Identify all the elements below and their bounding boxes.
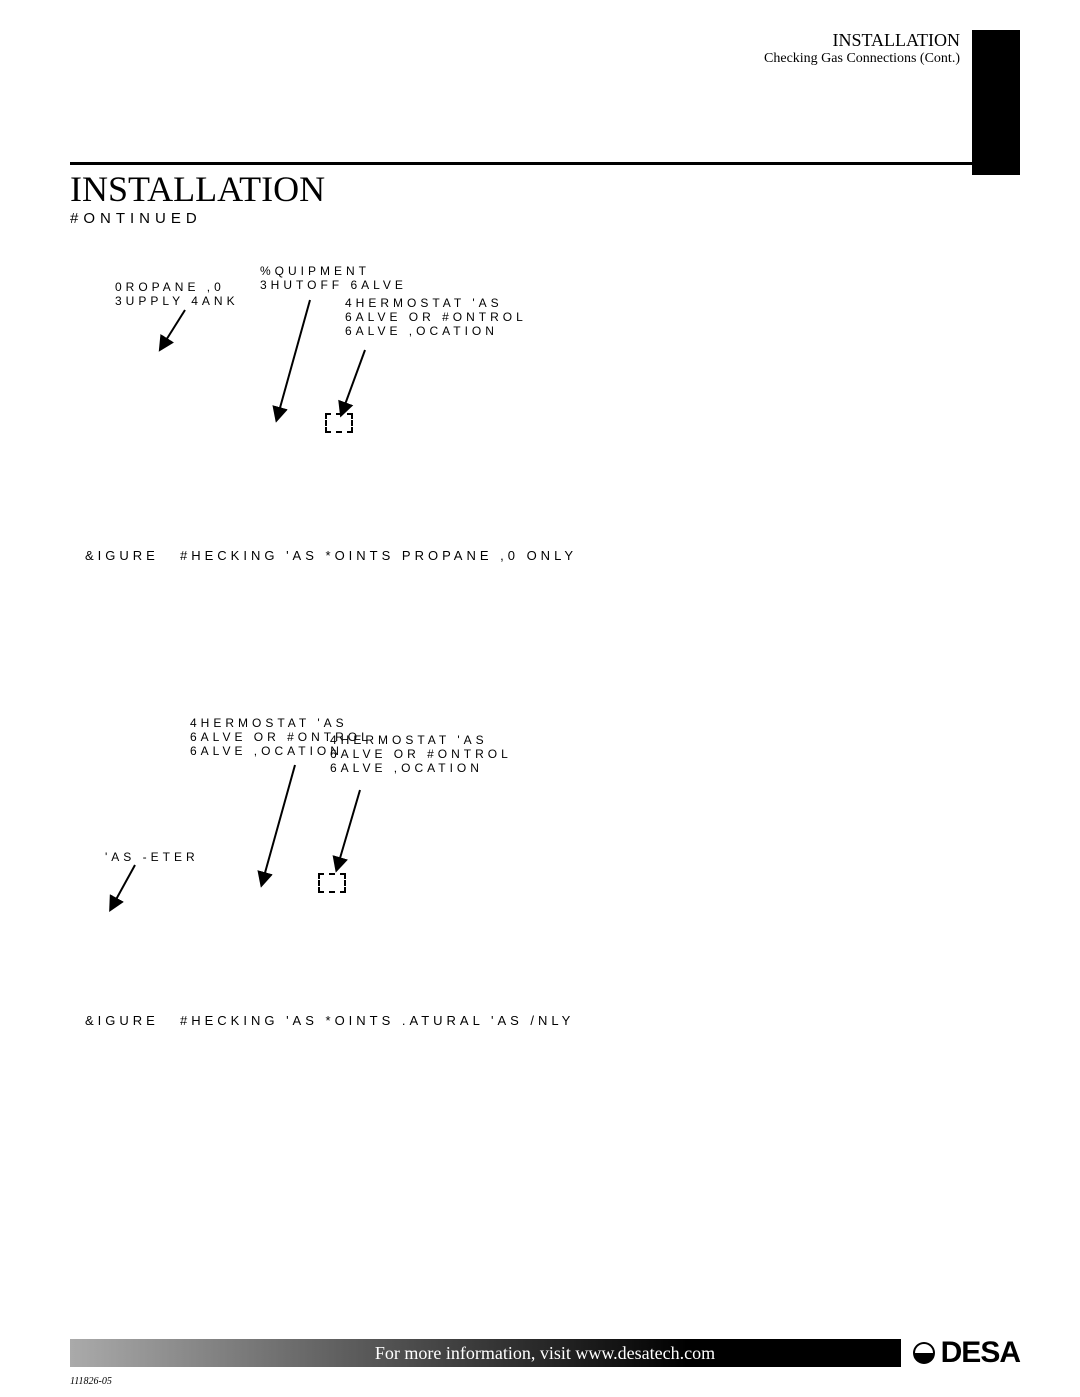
header-title: INSTALLATION <box>764 30 960 51</box>
document-code: 111826-05 <box>70 1376 112 1387</box>
fig2-arrow-1 <box>105 865 155 925</box>
fig1-arrow-1 <box>155 310 205 370</box>
fig1-caption-fig: &IGURE <box>85 548 159 563</box>
fig2-caption-fig: &IGURE <box>85 1013 159 1028</box>
logo-text: DESA <box>941 1336 1020 1370</box>
fig1-arrow-2 <box>270 300 330 430</box>
footer-info-bar: For more information, visit www.desatech… <box>70 1339 1020 1367</box>
fig1-thermostat-label: 4HERMOSTAT 'AS6ALVE OR #ONTROL6ALVE ,OCA… <box>345 296 527 338</box>
header-text-block: INSTALLATION Checking Gas Connections (C… <box>764 30 960 67</box>
footer-text: For more information, visit www.desatech… <box>375 1343 715 1364</box>
horizontal-rule <box>70 162 1020 165</box>
page-header: INSTALLATION Checking Gas Connections (C… <box>764 30 1020 175</box>
fig1-caption-text: #HECKING 'AS *OINTS PROPANE ,0 ONLY <box>180 548 577 563</box>
fig2-arrow-3 <box>330 790 380 880</box>
fig1-equipment-label: %QUIPMENT3HUTOFF 6ALVE <box>260 264 407 292</box>
continued-label: #ONTINUED <box>70 210 202 227</box>
fig2-dashed-target <box>318 873 346 893</box>
header-subtitle: Checking Gas Connections (Cont.) <box>764 51 960 67</box>
fig2-arrow-2 <box>255 765 315 895</box>
fig1-dashed-target <box>325 413 353 433</box>
fig2-thermostat2-label: 4HERMOSTAT 'AS6ALVE OR #ONTROL6ALVE ,OCA… <box>330 733 512 775</box>
logo-icon <box>911 1340 941 1366</box>
fig2-caption-text: #HECKING 'AS *OINTS .ATURAL 'AS /NLY <box>180 1013 574 1028</box>
fig1-propane-tank-label: 0ROPANE ,03UPPLY 4ANK <box>115 280 239 308</box>
desa-logo: DESA <box>901 1339 1020 1367</box>
main-title: INSTALLATION <box>70 168 325 210</box>
fig2-gas-meter-label: 'AS -ETER <box>105 850 199 864</box>
header-black-box <box>972 30 1020 175</box>
